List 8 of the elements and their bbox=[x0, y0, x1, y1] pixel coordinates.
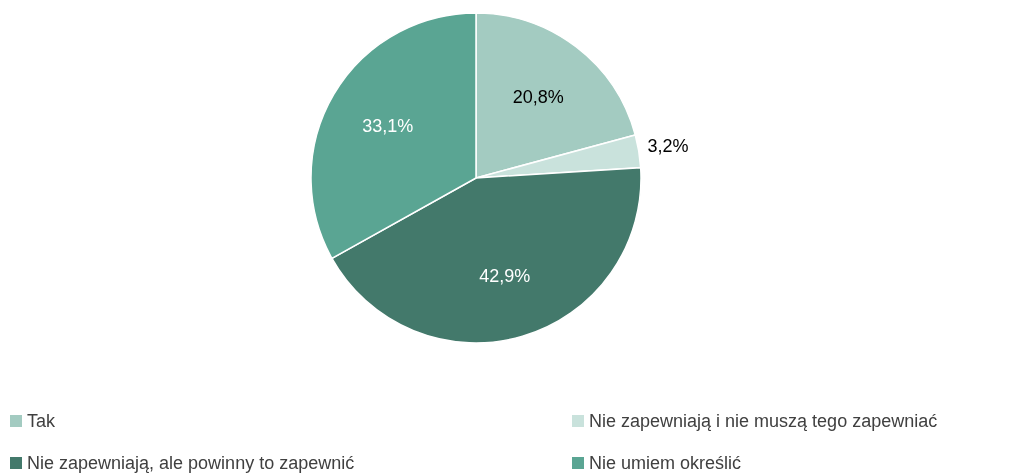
data-label: 33,1% bbox=[362, 116, 414, 137]
legend-label: Nie zapewniają, ale powinny to zapewnić bbox=[27, 453, 355, 473]
data-label: 20,8% bbox=[512, 86, 564, 107]
data-label: 42,9% bbox=[479, 266, 531, 287]
legend-label: Tak bbox=[27, 411, 57, 431]
legend-label: Nie umiem określić bbox=[589, 453, 742, 473]
legend-label: Nie zapewniają i nie muszą tego zapewniać bbox=[589, 411, 938, 431]
data-label: 3,2% bbox=[647, 136, 689, 157]
